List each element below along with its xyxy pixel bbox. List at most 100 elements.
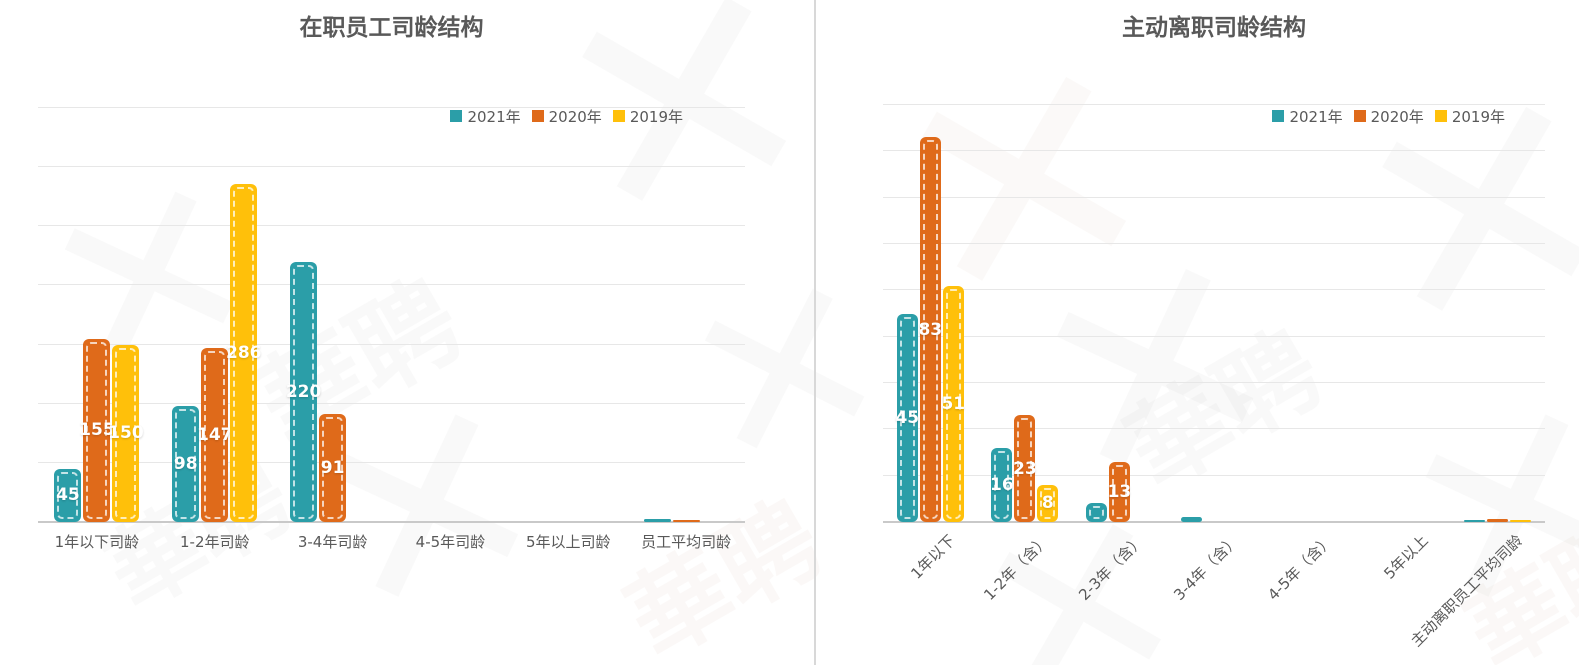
legend-label: 2020年 [548, 107, 602, 126]
legend-item-2021年: 2021年 [450, 106, 521, 127]
legend-swatch-icon [1353, 110, 1366, 122]
data-label: 147 [197, 425, 233, 446]
plot-active-tenure: 45 155 150 1年以下司龄 98 147 286 1-2年司龄 220 91 3-4年司龄 4… [38, 107, 745, 551]
x-axis-label: 1年以下 [907, 531, 959, 583]
legend-swatch-icon [450, 110, 463, 122]
gridline [38, 107, 745, 108]
bar-inner-dash [1040, 487, 1056, 519]
bar-2019年-1-2年（含）: 8 [1037, 484, 1059, 522]
gridline [38, 225, 745, 227]
bar-2019年-主动离职员工平均司龄 [1510, 520, 1532, 522]
legend-voluntary-leavers: 2021年 2020年 2019年 [883, 106, 1505, 126]
x-axis-label: 员工平均司龄 [641, 533, 732, 551]
legend-item-2020年: 2020年 [1353, 106, 1424, 127]
bar-2021年-3-4年司龄: 220 [286, 261, 321, 522]
x-axis-label: 5年以上司龄 [525, 533, 611, 551]
bar-2020年-1年以下: 83 [918, 137, 943, 522]
bar-inner-dash [899, 316, 915, 519]
legend-item-2021年: 2021年 [1272, 106, 1343, 127]
bar-inner-dash [293, 264, 315, 519]
bar-2020年-1-2年（含）: 23 [1013, 415, 1037, 522]
bar-2020年-员工平均司龄 [672, 520, 700, 522]
legend-swatch-icon [612, 110, 625, 122]
legend-swatch-icon [531, 110, 544, 122]
gridline [883, 104, 1545, 105]
data-label: 13 [1107, 481, 1132, 502]
bar-inner-dash [1111, 464, 1127, 519]
bar-inner-dash [945, 288, 961, 519]
bar-inner-dash [1088, 506, 1104, 519]
data-label: 155 [79, 420, 115, 441]
legend-item-2019年: 2019年 [612, 106, 683, 127]
legend-label: 2019年 [629, 107, 683, 126]
bar-2021年-1-2年（含）: 16 [990, 447, 1014, 522]
data-label: 45 [56, 485, 80, 506]
gridline [38, 284, 745, 286]
legend-item-2020年: 2020年 [531, 106, 602, 127]
data-label: 45 [895, 407, 920, 428]
legend-swatch-icon [1434, 110, 1447, 122]
legend-label: 2021年 [1289, 107, 1343, 126]
x-axis-label: 1-2年（含） [980, 531, 1054, 604]
x-axis-label: 3-4年（含） [1169, 531, 1243, 604]
chart-title-active-tenure: 在职员工司龄结构 [299, 15, 484, 41]
gridline [883, 335, 1545, 337]
legend-active-tenure: 2021年 2020年 2019年 [38, 106, 683, 126]
bar-2021年-主动离职员工平均司龄 [1464, 519, 1486, 522]
bar-inner-dash [233, 186, 255, 519]
bar-2021年-1年以下司龄: 45 [54, 468, 82, 522]
panel-divider [814, 0, 816, 665]
legend-swatch-icon [1272, 110, 1285, 122]
bar-inner-dash [994, 450, 1010, 519]
gridline [883, 474, 1545, 476]
chart-title-voluntary-leavers: 主动离职司龄结构 [1122, 15, 1306, 41]
bar-2020年-2-3年（含）: 13 [1107, 461, 1132, 522]
legend-label: 2021年 [467, 107, 521, 126]
x-axis-label: 2-3年（含） [1075, 531, 1148, 604]
data-label: 98 [173, 454, 198, 475]
gridline [38, 402, 745, 404]
gridline [883, 196, 1545, 198]
bar-2021年-1-2年司龄: 98 [172, 406, 200, 522]
x-axis-label: 1年以下司龄 [54, 533, 140, 551]
x-axis-line [38, 521, 745, 523]
plot-voluntary-leavers: 45 83 51 1年以下 16 23 8 1-2年（含） 13 2-3年（含） 3-4年（含） 4-… [883, 104, 1545, 650]
bar-2021年-1年以下: 45 [895, 313, 920, 522]
gridline [883, 289, 1545, 291]
bar-inner-dash [175, 409, 197, 519]
gridline [883, 382, 1545, 383]
x-axis-label: 1-2年司龄 [180, 533, 250, 551]
bar-2020年-3-4年司龄: 91 [319, 414, 347, 522]
gridline [38, 461, 745, 463]
bar-2020年-1-2年司龄: 147 [197, 348, 233, 522]
gridline [38, 166, 745, 168]
gridline [883, 428, 1545, 430]
data-label: 16 [990, 474, 1014, 495]
bar-2019年-1年以下司龄: 150 [108, 344, 144, 522]
data-label: 91 [320, 458, 345, 479]
x-axis-label: 5年以上 [1380, 531, 1432, 583]
bar-2019年-1-2年司龄: 286 [226, 183, 262, 522]
data-label: 23 [1013, 458, 1037, 479]
data-label: 220 [285, 381, 322, 402]
gridline [883, 150, 1545, 152]
data-label: 83 [918, 319, 943, 340]
data-label: 150 [108, 423, 144, 444]
bar-inner-dash [322, 417, 344, 519]
x-axis-label: 4-5年司龄 [415, 533, 486, 551]
x-axis-line [883, 521, 1545, 523]
bar-inner-dash [204, 351, 226, 519]
bar-inner-dash [115, 347, 137, 519]
legend-item-2019年: 2019年 [1434, 106, 1505, 127]
data-label: 8 [1041, 493, 1054, 514]
bar-inner-dash [86, 341, 108, 519]
gridline [883, 243, 1545, 244]
bar-2020年-1年以下司龄: 155 [79, 338, 115, 522]
data-label: 51 [941, 393, 966, 414]
x-axis-label: 3-4年司龄 [297, 533, 368, 551]
x-axis-label: 4-5年（含） [1264, 531, 1337, 604]
bar-inner-dash [57, 471, 79, 519]
bar-inner-dash [1017, 418, 1033, 519]
bar-2019年-1年以下: 51 [941, 285, 966, 522]
